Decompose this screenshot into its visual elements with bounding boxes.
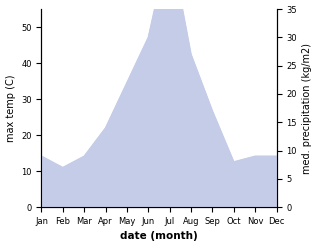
Y-axis label: max temp (C): max temp (C) (5, 74, 16, 142)
X-axis label: date (month): date (month) (120, 231, 198, 242)
Y-axis label: med. precipitation (kg/m2): med. precipitation (kg/m2) (302, 43, 313, 174)
